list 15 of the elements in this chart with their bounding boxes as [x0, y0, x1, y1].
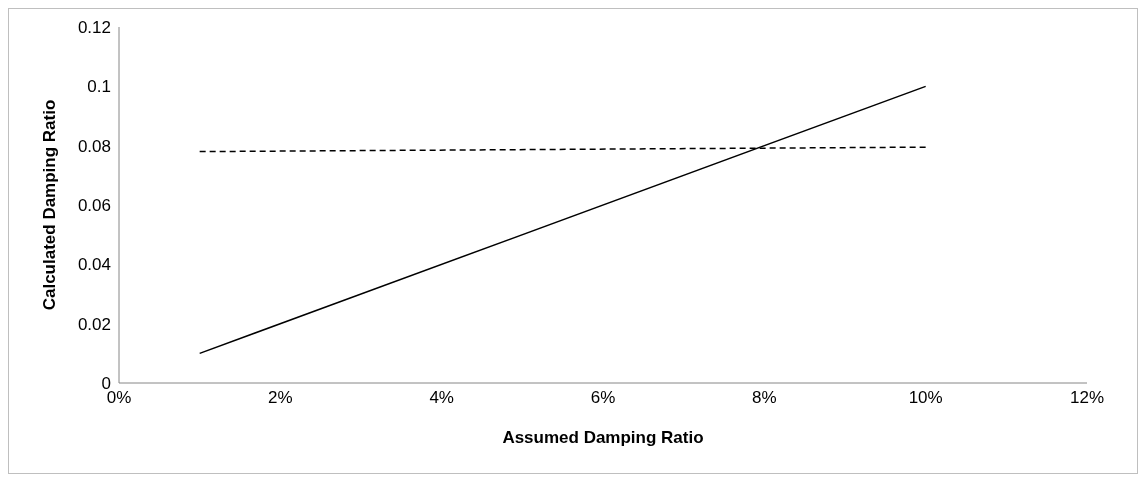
- y-tick-label: 0.06: [77, 196, 111, 216]
- x-tick-label: 4%: [429, 388, 454, 408]
- x-axis-title: Assumed Damping Ratio: [502, 428, 704, 447]
- x-tick-label: 6%: [590, 388, 616, 408]
- x-tick-label: 12%: [1069, 388, 1105, 408]
- y-axis-title: Calculated Damping Ratio: [40, 99, 60, 311]
- x-tick-label: 2%: [268, 388, 293, 408]
- y-tick-label: 0.1: [87, 77, 111, 97]
- x-tick-label: 8%: [752, 388, 777, 408]
- x-tick-label: 10%: [908, 388, 943, 408]
- y-tick-label: 0.02: [77, 314, 111, 334]
- y-tick-label: 0.12: [77, 18, 111, 38]
- x-tick-label: 0%: [106, 388, 132, 408]
- y-tick-label: 0.04: [77, 255, 111, 275]
- y-tick-label: 0.08: [77, 136, 111, 156]
